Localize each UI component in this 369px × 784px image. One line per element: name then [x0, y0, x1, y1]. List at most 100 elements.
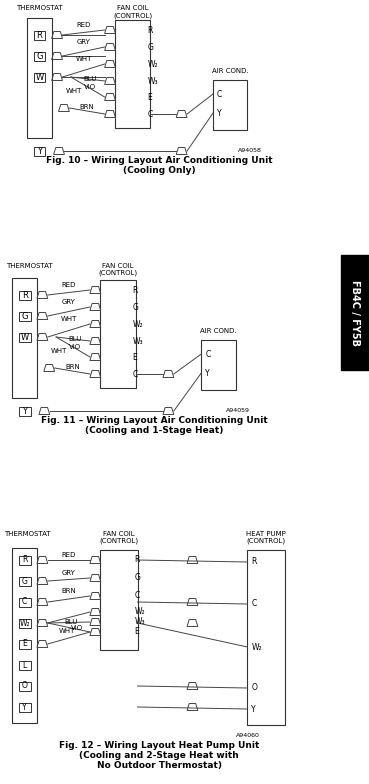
Bar	[19, 702, 31, 712]
Text: Y: Y	[251, 705, 256, 713]
Text: W₂: W₂	[147, 60, 158, 68]
Text: G: G	[132, 303, 138, 311]
Text: O: O	[251, 684, 257, 692]
Bar	[19, 681, 31, 691]
Text: W₃: W₃	[132, 336, 143, 346]
Text: VIO: VIO	[69, 344, 81, 350]
Text: W₂: W₂	[20, 619, 30, 627]
Text: No Outdoor Thermostat): No Outdoor Thermostat)	[97, 761, 221, 770]
Text: THERMOSTAT: THERMOSTAT	[16, 5, 63, 11]
Text: GRY: GRY	[62, 570, 76, 576]
Text: A94058: A94058	[238, 148, 262, 153]
Text: W: W	[35, 72, 44, 82]
Text: BLU: BLU	[69, 336, 82, 342]
Text: C: C	[251, 600, 256, 608]
Text: THERMOSTAT: THERMOSTAT	[6, 263, 53, 269]
Bar	[115, 20, 150, 128]
Text: G: G	[135, 574, 141, 583]
Bar	[201, 340, 235, 390]
Text: E: E	[22, 640, 27, 648]
Bar	[19, 311, 31, 321]
Text: AIR COND.: AIR COND.	[200, 328, 237, 334]
Text: W₂: W₂	[132, 320, 143, 328]
Text: Fig. 10 – Wiring Layout Air Conditioning Unit: Fig. 10 – Wiring Layout Air Conditioning…	[46, 156, 272, 165]
Text: R: R	[37, 31, 42, 39]
Text: Y: Y	[23, 702, 27, 712]
Text: E: E	[147, 93, 152, 101]
Text: VIO: VIO	[84, 84, 96, 90]
Text: WHT: WHT	[61, 316, 77, 322]
Text: Fig. 11 – Wiring Layout Air Conditioning Unit: Fig. 11 – Wiring Layout Air Conditioning…	[41, 416, 268, 425]
Text: C: C	[132, 369, 138, 379]
Text: Y: Y	[37, 147, 42, 155]
Bar	[19, 406, 31, 416]
Text: G: G	[22, 576, 28, 586]
Text: Y: Y	[22, 406, 27, 416]
Text: (Cooling and 1-Stage Heat): (Cooling and 1-Stage Heat)	[85, 426, 223, 435]
Text: G: G	[21, 311, 28, 321]
Text: C: C	[135, 591, 140, 601]
Text: W₃: W₃	[135, 618, 145, 626]
Text: BRN: BRN	[80, 104, 94, 110]
Bar	[19, 597, 31, 607]
Text: FB4C / FY5B: FB4C / FY5B	[350, 280, 360, 346]
Text: GRY: GRY	[62, 299, 76, 305]
Text: (Cooling Only): (Cooling Only)	[123, 166, 196, 175]
Text: THERMOSTAT: THERMOSTAT	[4, 531, 51, 537]
Bar	[100, 550, 138, 650]
Text: C: C	[147, 110, 152, 118]
Text: R: R	[132, 285, 138, 295]
Text: Y: Y	[217, 108, 221, 118]
Text: W₂: W₂	[251, 643, 262, 652]
Text: R: R	[135, 556, 140, 564]
Text: VIO: VIO	[70, 625, 83, 630]
Text: G: G	[147, 42, 153, 52]
Text: WHT: WHT	[59, 628, 75, 634]
Bar	[100, 280, 135, 388]
Bar	[19, 619, 31, 627]
Text: FAN COIL
(CONTROL): FAN COIL (CONTROL)	[98, 263, 137, 277]
Text: FAN COIL
(CONTROL): FAN COIL (CONTROL)	[99, 531, 138, 545]
Bar	[19, 660, 31, 670]
Text: WHT: WHT	[51, 348, 67, 354]
Text: E: E	[132, 353, 137, 361]
Text: O: O	[22, 681, 28, 691]
Text: L: L	[23, 660, 27, 670]
Text: BRN: BRN	[65, 364, 80, 370]
Text: WHT: WHT	[75, 56, 92, 62]
Bar	[19, 332, 31, 342]
Text: A94059: A94059	[226, 408, 250, 413]
Bar	[213, 80, 247, 130]
Text: E: E	[135, 627, 139, 637]
Text: C: C	[217, 89, 222, 99]
Bar	[247, 550, 284, 725]
Text: W₂: W₂	[135, 608, 145, 616]
Bar	[34, 147, 45, 155]
Bar	[34, 72, 45, 82]
Bar	[19, 576, 31, 586]
Text: R: R	[147, 26, 153, 34]
Bar	[19, 640, 31, 648]
Bar	[34, 31, 45, 39]
Text: R: R	[22, 556, 27, 564]
Text: (Cooling and 2-Stage Heat with: (Cooling and 2-Stage Heat with	[79, 751, 239, 760]
Text: C: C	[205, 350, 210, 358]
Text: BRN: BRN	[62, 588, 76, 594]
Bar	[12, 548, 37, 723]
Bar	[19, 291, 31, 299]
Text: G: G	[36, 52, 43, 60]
Text: GRY: GRY	[77, 39, 90, 45]
Text: R: R	[251, 557, 257, 567]
Text: C: C	[22, 597, 27, 607]
Text: W₃: W₃	[147, 77, 158, 85]
Bar	[19, 556, 31, 564]
Text: Fig. 12 – Wiring Layout Heat Pump Unit: Fig. 12 – Wiring Layout Heat Pump Unit	[59, 741, 259, 750]
Text: AIR COND.: AIR COND.	[212, 68, 248, 74]
Text: Y: Y	[205, 368, 210, 378]
Text: HEAT PUMP
(CONTROL): HEAT PUMP (CONTROL)	[246, 531, 286, 545]
Text: W: W	[21, 332, 29, 342]
Bar	[27, 18, 52, 138]
Text: R: R	[22, 291, 28, 299]
Text: FAN COIL
(CONTROL): FAN COIL (CONTROL)	[113, 5, 152, 19]
Text: RED: RED	[62, 552, 76, 558]
